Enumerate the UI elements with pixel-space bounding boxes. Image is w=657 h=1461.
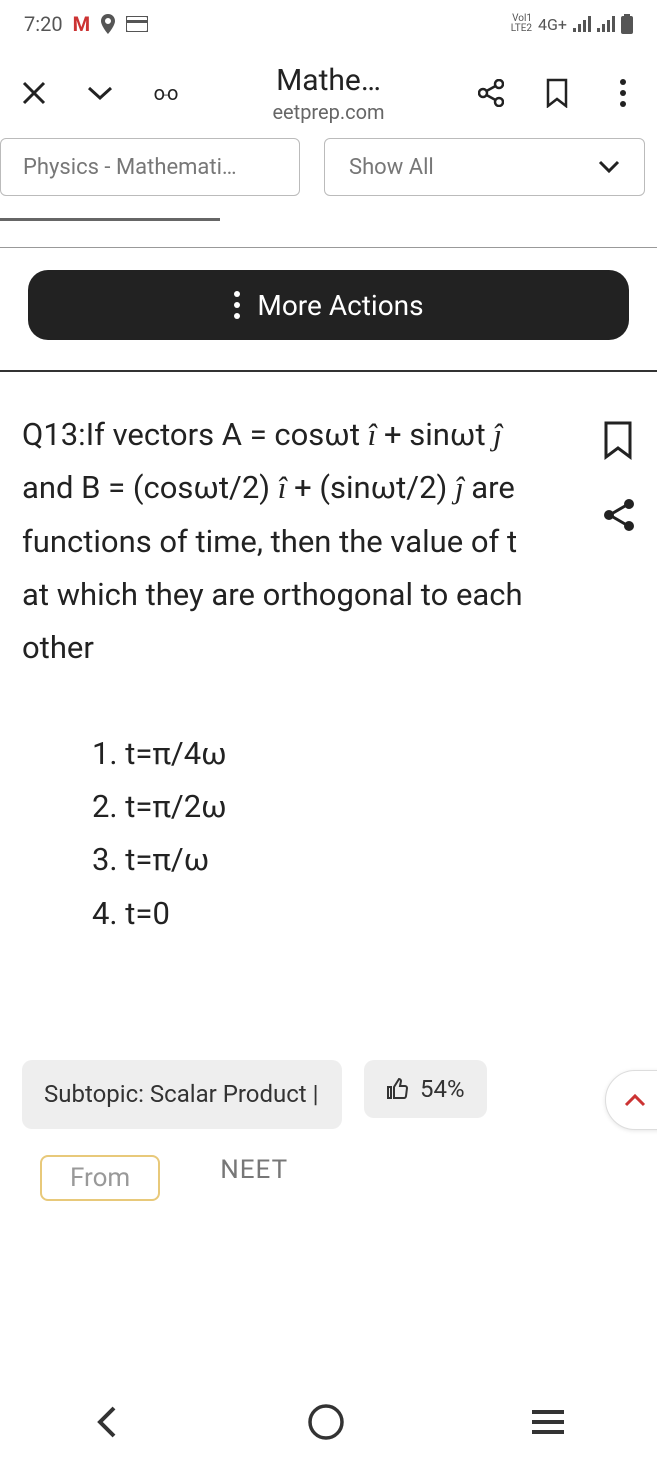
option-3[interactable]: 3. t=π/ω [92, 833, 635, 886]
nav-back-button[interactable] [94, 1402, 120, 1442]
nav-recent-button[interactable] [532, 1409, 564, 1435]
from-chip[interactable]: From [40, 1155, 160, 1201]
question-number: Q13: [22, 416, 86, 453]
option-1[interactable]: 1. t=π/4ω [92, 727, 635, 780]
system-navbar [0, 1383, 657, 1461]
question-card: Q13:If vectors A = cosωt î + sinωt ĵ and… [0, 372, 657, 940]
filter-row: Physics - Mathemati… Show All [0, 138, 657, 218]
more-actions-label: More Actions [257, 289, 423, 322]
gmail-icon: M [73, 12, 91, 36]
status-time: 7:20 [24, 12, 63, 36]
close-tab-button[interactable] [16, 75, 52, 111]
status-bar: 7:20 M Vol1LTE2 4G+ [0, 0, 657, 48]
status-right: Vol1LTE2 4G+ [511, 14, 633, 34]
question-side-actions [603, 420, 635, 532]
neet-label: NEET [220, 1155, 288, 1201]
battery-icon [621, 14, 633, 34]
source-row: From NEET [0, 1129, 657, 1201]
showall-label: Show All [349, 155, 434, 180]
address-title[interactable]: Mathe… eetprep.com [214, 63, 443, 124]
share-question-icon[interactable] [603, 498, 635, 532]
signal-icon-2 [597, 16, 615, 32]
location-icon [100, 14, 116, 34]
option-4[interactable]: 4. t=0 [92, 887, 635, 940]
chevron-down-icon[interactable] [82, 75, 118, 111]
question-body: If vectors A = cosωt î + sinωt ĵ and B =… [22, 416, 523, 666]
tab-underline [0, 218, 220, 221]
status-left: 7:20 M [24, 12, 148, 36]
rating-chip[interactable]: 54% [364, 1060, 487, 1118]
more-actions-dots-icon [233, 290, 241, 320]
more-menu-icon[interactable] [605, 75, 641, 111]
chevron-down-icon [598, 160, 620, 174]
signal-icon-1 [573, 16, 591, 32]
lte-label: Vol1LTE2 [511, 14, 532, 34]
subtopic-label: Subtopic: Scalar Product | [44, 1080, 318, 1108]
subtopic-chip[interactable]: Subtopic: Scalar Product | [22, 1060, 342, 1130]
nav-home-button[interactable] [307, 1403, 345, 1441]
subject-chip[interactable]: Physics - Mathemati… [0, 138, 300, 196]
page-url: eetprep.com [214, 100, 443, 124]
thumbs-up-icon [386, 1077, 410, 1101]
question-text: Q13:If vectors A = cosωt î + sinωt ĵ and… [22, 408, 635, 675]
network-type: 4G+ [538, 15, 567, 34]
more-actions-button[interactable]: More Actions [28, 270, 629, 340]
browser-toolbar: o—o Mathe… eetprep.com [0, 48, 657, 138]
bookmark-icon[interactable] [539, 75, 575, 111]
showall-dropdown[interactable]: Show All [324, 138, 645, 196]
rating-value: 54% [420, 1075, 465, 1103]
meta-chips: Subtopic: Scalar Product | 54% [0, 1060, 657, 1130]
scroll-top-button[interactable] [605, 1070, 657, 1130]
card-icon [126, 16, 148, 32]
share-icon[interactable] [473, 75, 509, 111]
actions-wrap: More Actions [0, 248, 657, 370]
bookmark-question-icon[interactable] [603, 420, 635, 460]
page-title: Mathe… [214, 63, 443, 98]
subject-chip-label: Physics - Mathemati… [23, 155, 237, 180]
option-2[interactable]: 2. t=π/2ω [92, 780, 635, 833]
tabs-icon[interactable]: o—o [148, 75, 184, 111]
options-list: 1. t=π/4ω 2. t=π/2ω 3. t=π/ω 4. t=0 [22, 727, 635, 940]
